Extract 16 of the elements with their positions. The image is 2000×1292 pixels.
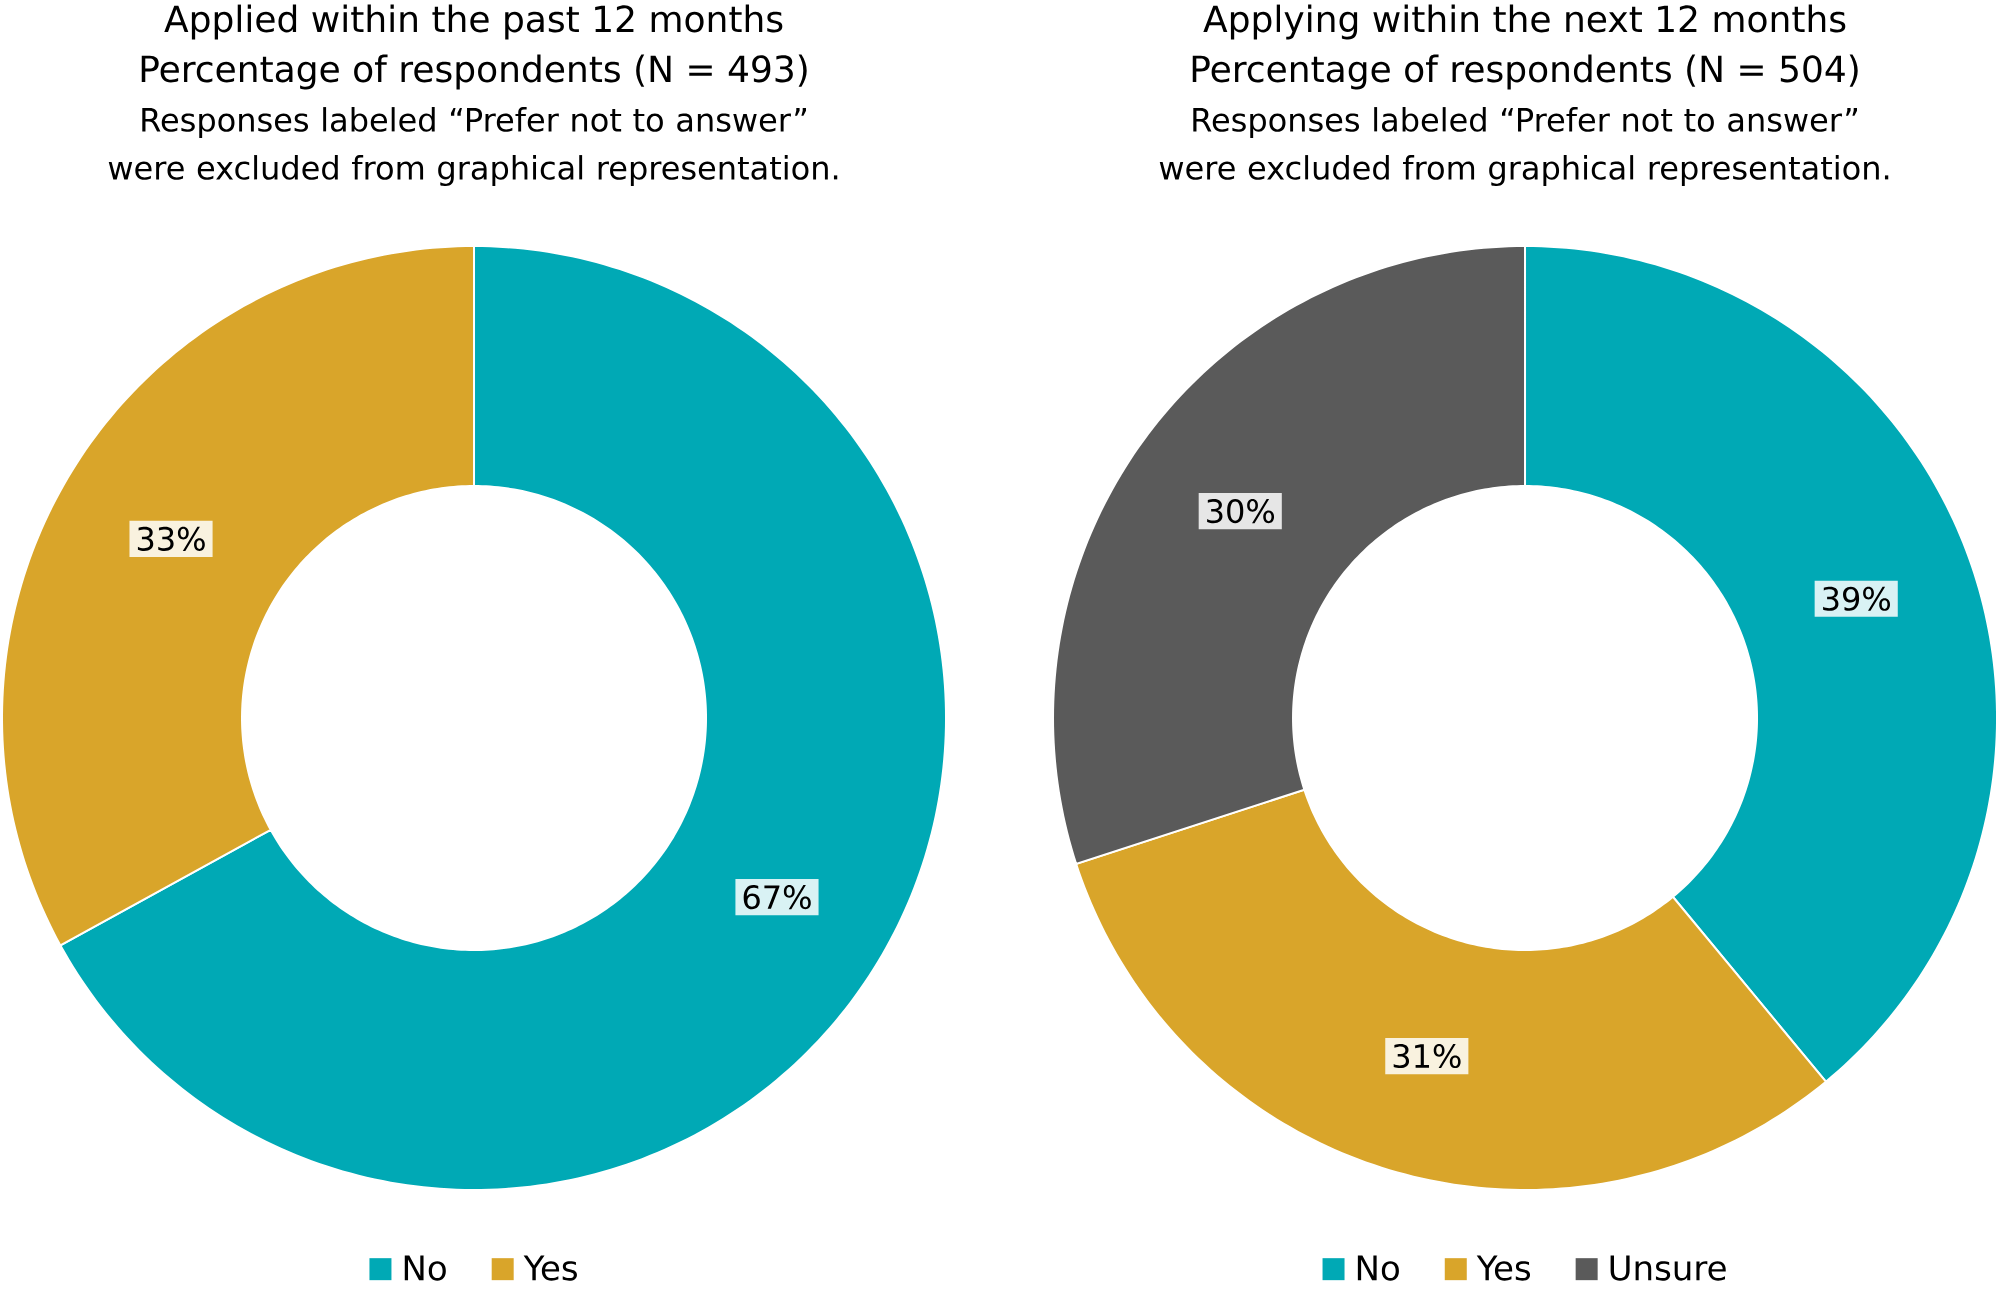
chart-subtitle: Percentage of respondents (N = 493) (141, 54, 807, 90)
data-label: 39% (1823, 586, 1890, 611)
legend-label: No (404, 1255, 446, 1281)
chart-subtitle: Percentage of respondents (N = 504) (1192, 54, 1858, 90)
data-label: 33% (137, 526, 205, 551)
legend-label: Yes (523, 1255, 577, 1281)
chart-title: Applied within the past 12 months (164, 4, 783, 40)
data-label: 67% (743, 885, 811, 910)
chart-title: Applying within the next 12 months (1203, 4, 1846, 40)
legend-label: Unsure (1610, 1255, 1726, 1281)
text: Responses labeled “Prefer not to answer” were excluded from graphical representation. (108, 107, 838, 187)
data-label: 31% (1393, 1043, 1461, 1069)
data-label: 30% (1207, 499, 1275, 524)
legend-label: Yes (1476, 1255, 1531, 1281)
text: Responses labeled “Prefer not to answer” were excluded from graphical representation. (1159, 107, 1889, 187)
legend-label: No (1357, 1255, 1399, 1281)
